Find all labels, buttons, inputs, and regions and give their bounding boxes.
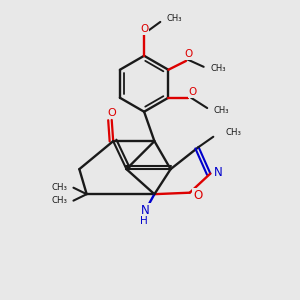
Text: CH₃: CH₃ (52, 183, 68, 192)
Text: CH₃: CH₃ (225, 128, 241, 137)
Text: CH₃: CH₃ (166, 14, 182, 22)
Text: N: N (141, 204, 150, 217)
Text: N: N (214, 166, 223, 178)
Text: CH₃: CH₃ (52, 196, 68, 205)
Text: O: O (194, 189, 202, 202)
Text: CH₃: CH₃ (210, 64, 226, 74)
Text: O: O (188, 87, 196, 97)
Text: H: H (140, 216, 148, 226)
Text: O: O (107, 108, 116, 118)
Text: CH₃: CH₃ (214, 106, 229, 115)
Text: O: O (185, 50, 193, 59)
Text: O: O (140, 24, 148, 34)
